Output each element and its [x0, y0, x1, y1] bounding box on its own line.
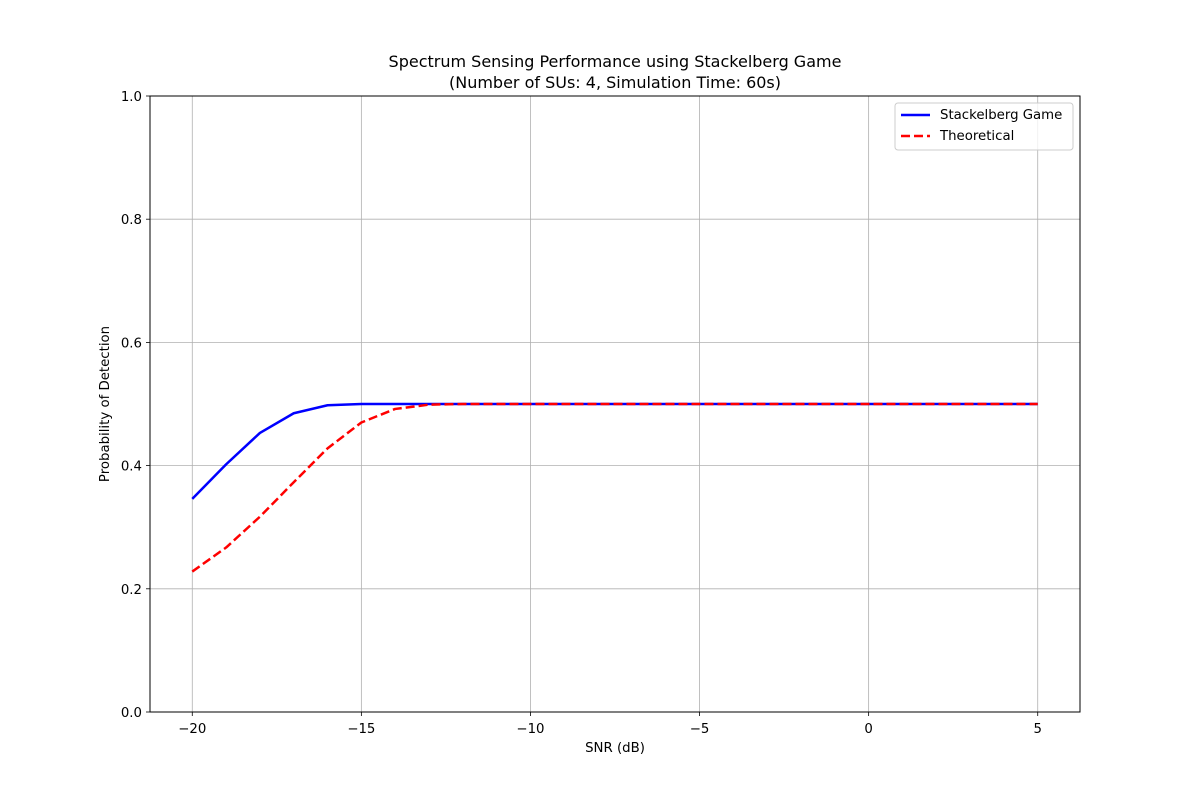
series-layer [191, 402, 1038, 573]
x-tick-label: 0 [864, 722, 872, 737]
chart-subtitle: (Number of SUs: 4, Simulation Time: 60s) [449, 73, 781, 92]
series-line-theoretical [191, 402, 1038, 573]
y-axis-label: Probability of Detection [98, 326, 113, 482]
x-tick-label: 5 [1033, 722, 1041, 737]
x-axis-label: SNR (dB) [585, 741, 645, 756]
legend: Stackelberg Game Theoretical [894, 102, 1074, 151]
y-tick-label: 0.6 [121, 336, 142, 351]
y-tick-label: 0.2 [121, 583, 142, 598]
series-line-stackelberg-game [191, 402, 1038, 500]
ticks: −20 −15 −10 −5 0 5 0.0 0.2 0.4 0.6 0.8 1.0 [121, 90, 1042, 737]
legend-label-theoretical: Theoretical [939, 129, 1014, 144]
x-tick-label: −5 [690, 722, 710, 737]
legend-box [894, 102, 1074, 151]
legend-label-stackelberg: Stackelberg Game [940, 108, 1062, 123]
x-tick-label: −10 [516, 722, 544, 737]
y-tick-label: 0.0 [121, 706, 142, 721]
y-tick-label: 0.8 [121, 213, 142, 228]
chart-title: Spectrum Sensing Performance using Stack… [389, 52, 842, 71]
x-tick-label: −15 [347, 722, 375, 737]
plot-frame [149, 95, 1081, 713]
x-tick-label: −20 [178, 722, 206, 737]
y-tick-label: 1.0 [121, 90, 142, 105]
y-tick-label: 0.4 [121, 460, 142, 475]
